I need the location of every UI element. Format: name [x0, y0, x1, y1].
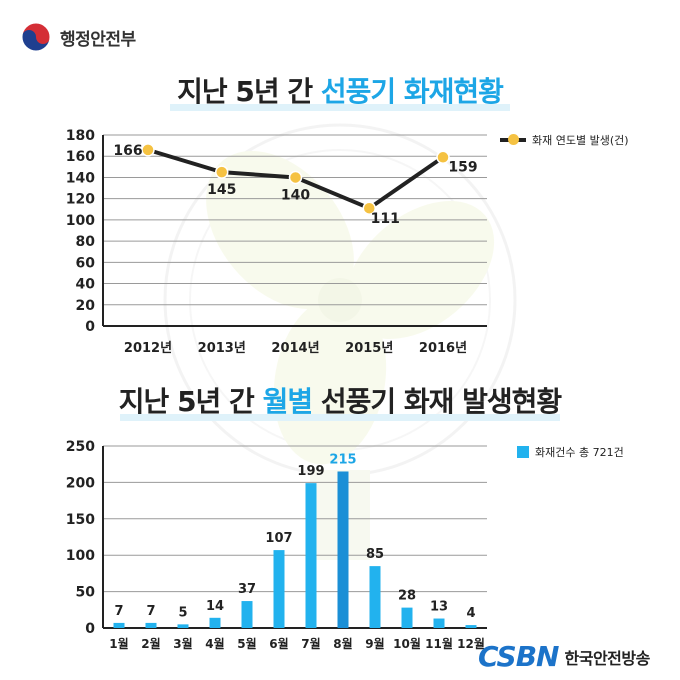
y-tick-label: 80 — [76, 234, 96, 250]
csbn-logo-mark: CSBN — [478, 640, 559, 673]
legend-bar-swatch-icon — [517, 446, 529, 458]
x-tick-label: 2012년 — [124, 341, 172, 356]
y-tick-label: 250 — [66, 439, 95, 455]
chart1-title-highlight: 선풍기 화재현황 — [320, 75, 504, 108]
ministry-name: 행정안전부 — [60, 29, 136, 50]
x-tick-label: 2013년 — [198, 341, 246, 356]
y-tick-label: 200 — [66, 475, 95, 491]
x-tick-label: 11월 — [425, 636, 453, 651]
y-tick-label: 160 — [66, 149, 95, 165]
y-tick-label: 60 — [76, 255, 96, 271]
x-tick-label: 2015년 — [345, 341, 393, 356]
data-label: 4 — [466, 606, 475, 621]
chart2-title-highlight: 월별 — [262, 385, 314, 418]
data-label: 85 — [366, 547, 384, 562]
x-tick-label: 1월 — [109, 636, 128, 651]
chart1-legend-label: 화재 연도별 발생(건) — [532, 134, 629, 147]
data-label: 166 — [113, 143, 142, 159]
x-tick-label: 2월 — [141, 636, 160, 651]
data-label: 7 — [146, 604, 155, 619]
x-tick-label: 2014년 — [271, 341, 319, 356]
broadcaster-logo: CSBN 한국안전방송 — [478, 640, 650, 673]
bar — [113, 622, 125, 628]
data-label: 13 — [430, 600, 448, 615]
data-point — [215, 165, 229, 179]
data-point — [141, 143, 155, 157]
x-tick-label: 8월 — [333, 636, 352, 651]
data-label: 111 — [371, 211, 400, 227]
y-tick-label: 100 — [66, 213, 95, 229]
bar — [433, 618, 445, 628]
data-label: 107 — [265, 531, 292, 546]
x-tick-label: 9월 — [365, 636, 384, 651]
y-tick-label: 180 — [66, 128, 95, 144]
bar — [241, 601, 253, 628]
x-tick-label: 10월 — [393, 636, 421, 651]
data-label: 28 — [398, 589, 416, 604]
ministry-logo: 행정안전부 — [20, 20, 136, 54]
y-tick-label: 0 — [85, 319, 95, 335]
y-tick-label: 20 — [76, 298, 96, 314]
data-label: 7 — [114, 604, 123, 619]
y-tick-label: 140 — [66, 170, 95, 186]
bar — [369, 566, 381, 628]
bar — [209, 617, 221, 628]
bar — [305, 483, 317, 628]
taegeuk-emblem-icon — [21, 22, 51, 52]
bar — [177, 624, 189, 628]
y-tick-label: 40 — [76, 277, 96, 293]
bar — [465, 625, 477, 628]
data-point — [362, 201, 376, 215]
x-tick-label: 5월 — [237, 636, 256, 651]
x-tick-label: 7월 — [301, 636, 320, 651]
data-label: 5 — [178, 605, 187, 620]
legend-line-marker-icon — [500, 134, 526, 145]
chart1-title: 지난 5년 간 선풍기 화재현황 — [177, 75, 504, 108]
x-tick-label: 2016년 — [419, 341, 467, 356]
x-tick-label: 3월 — [173, 636, 192, 651]
data-label: 145 — [207, 182, 236, 198]
chart2-legend-label: 화재건수 총 721건 — [535, 446, 624, 459]
y-tick-label: 50 — [76, 585, 96, 601]
y-tick-label: 150 — [66, 512, 95, 528]
chart1-legend: 화재 연도별 발생(건) — [500, 132, 629, 148]
data-point — [288, 170, 303, 185]
chart2-title: 지난 5년 간 월별 선풍기 화재 발생현황 — [118, 385, 562, 418]
y-tick-label: 120 — [66, 192, 95, 208]
data-label: 140 — [281, 187, 310, 203]
bar — [145, 622, 157, 628]
data-point — [436, 150, 450, 165]
title-underline — [120, 414, 560, 421]
data-label: 215 — [329, 452, 356, 467]
bar — [401, 607, 413, 628]
chart2-legend: 화재건수 총 721건 — [517, 444, 624, 460]
data-label: 14 — [206, 599, 224, 614]
x-tick-label: 6월 — [269, 636, 288, 651]
x-tick-label: 12월 — [457, 636, 485, 651]
bar — [273, 550, 285, 628]
broadcaster-name: 한국안전방송 — [564, 648, 651, 668]
y-tick-label: 100 — [66, 548, 95, 564]
title-underline — [170, 104, 510, 111]
data-label: 37 — [238, 582, 256, 597]
data-label: 199 — [297, 464, 324, 479]
x-tick-label: 4월 — [205, 636, 224, 651]
bar — [337, 471, 349, 628]
data-label: 159 — [448, 159, 477, 175]
y-tick-label: 0 — [85, 621, 95, 637]
